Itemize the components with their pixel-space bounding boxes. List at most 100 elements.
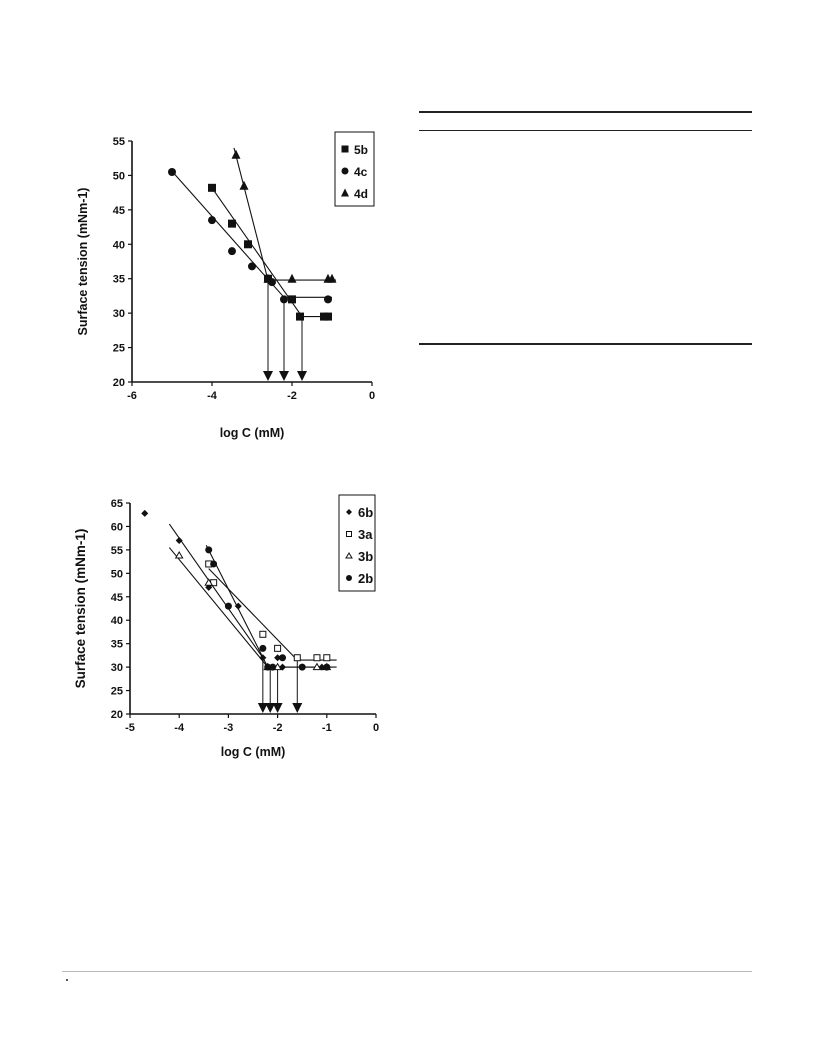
- point-4c: [168, 167, 176, 176]
- table-header-rule: [419, 130, 752, 131]
- y-tick-label: 50: [113, 170, 125, 182]
- cmc-arrow-head: [265, 703, 276, 713]
- x-tick-label: -5: [125, 722, 135, 734]
- point-4c: [324, 295, 332, 304]
- point-2b: [264, 663, 272, 671]
- surface-tension-chart-bottom: 20 25 30 35 40 45 50 55 60 65 -5 -4 -3 -2 -1 0 log C (mM…: [73, 494, 379, 759]
- y-tick-label: 40: [113, 239, 125, 251]
- cmc-arrow-head: [272, 703, 283, 713]
- point-2b: [279, 654, 287, 662]
- point-5b: [208, 183, 216, 192]
- y-tick-label: 55: [111, 545, 123, 557]
- legend-marker-4d: [341, 188, 349, 197]
- cmc-arrow-head: [292, 703, 303, 713]
- legend-label-4c: 4c: [354, 165, 368, 179]
- point-4d: [287, 273, 297, 283]
- table-top-rule: [419, 111, 752, 113]
- point-4c: [228, 247, 236, 256]
- point-2b: [210, 560, 218, 568]
- legend-marker-3a: [346, 531, 352, 537]
- point-3b: [174, 551, 184, 559]
- fit-line-4d: [233, 147, 269, 281]
- legend-marker-2b: [346, 575, 352, 581]
- x-tick-label: 0: [373, 722, 379, 734]
- x-tick-label: -4: [207, 390, 218, 402]
- legend-marker-3b: [345, 552, 353, 559]
- legend-marker-6b: [346, 509, 352, 515]
- cmc-arrow-head: [263, 371, 273, 381]
- point-6b: [141, 509, 149, 517]
- point-4d: [263, 273, 273, 283]
- point-4c: [208, 216, 216, 225]
- y-tick-label: 40: [111, 615, 123, 627]
- x-tick-label: -2: [273, 722, 283, 734]
- y-tick-label: 45: [113, 205, 125, 217]
- y-tick-label: 30: [111, 662, 123, 674]
- y-tick-label: 25: [111, 686, 123, 698]
- y-tick-label: 20: [113, 377, 125, 389]
- point-5b: [228, 219, 236, 228]
- point-4d: [327, 273, 337, 283]
- y-tick-label: 25: [113, 343, 125, 355]
- point-2b: [205, 546, 213, 554]
- point-4d: [239, 180, 249, 190]
- point-2b: [323, 663, 331, 671]
- point-5b: [296, 312, 304, 321]
- point-2b: [224, 602, 232, 610]
- legend-label-3b: 3b: [358, 549, 373, 564]
- legend-box: [334, 131, 375, 207]
- point-4d: [231, 149, 241, 159]
- point-3a: [259, 630, 267, 638]
- legend-label-2b: 2b: [358, 571, 373, 586]
- footer-divider: [62, 971, 752, 972]
- fit-line-3b: [168, 547, 269, 668]
- point-6b: [259, 654, 267, 662]
- point-2b: [269, 663, 277, 671]
- legend-marker-5b: [341, 145, 349, 153]
- point-3b: [204, 578, 214, 586]
- x-axis-label: log C (mM): [221, 745, 286, 759]
- point-4c: [280, 295, 288, 304]
- x-axis-label: log C (mM): [220, 426, 285, 440]
- cmc-arrow-head: [297, 371, 307, 381]
- fit-line-6b: [168, 523, 264, 659]
- y-tick-label: 60: [111, 521, 123, 533]
- point-5b: [288, 295, 296, 304]
- point-3a: [323, 654, 331, 662]
- legend-label-5b: 5b: [354, 143, 368, 157]
- point-6b: [274, 654, 282, 662]
- legend-label-4d: 4d: [354, 187, 368, 201]
- x-tick-label: -1: [322, 722, 332, 734]
- cmc-arrow-head: [257, 703, 268, 713]
- y-tick-label: 45: [111, 592, 123, 604]
- table-bottom-rule: [419, 343, 752, 345]
- legend-label-3a: 3a: [358, 527, 373, 542]
- point-3a: [313, 654, 321, 662]
- surface-tension-chart-top: 20 25 30 35 40 45 50 55 -6 -4 -2 0 log C (mM) Surface…: [76, 131, 375, 440]
- x-tick-label: -2: [287, 390, 297, 402]
- fit-line-5b: [209, 184, 303, 317]
- point-2b: [298, 663, 306, 671]
- y-tick-label: 50: [111, 568, 123, 580]
- legend-box: [338, 494, 376, 592]
- y-tick-label: 65: [111, 498, 123, 510]
- x-tick-label: -6: [127, 390, 137, 402]
- y-axis-label: Surface tension (mNm-1): [73, 529, 88, 689]
- point-3a: [274, 644, 282, 652]
- point-6b: [234, 602, 242, 610]
- y-tick-label: 55: [113, 136, 125, 148]
- point-2b: [259, 644, 267, 652]
- x-tick-label: -4: [174, 722, 185, 734]
- legend-marker-4c: [341, 167, 349, 175]
- point-3b: [312, 662, 322, 671]
- y-tick-label: 35: [111, 639, 123, 651]
- x-tick-label: 0: [369, 390, 375, 402]
- point-5b: [244, 240, 252, 249]
- y-axis-label: Surface tension (mNm-1): [76, 188, 90, 336]
- fit-line-3a: [208, 568, 298, 661]
- y-tick-label: 30: [113, 308, 125, 320]
- y-tick-label: 20: [111, 709, 123, 721]
- footer-mark: [66, 979, 68, 981]
- point-4c: [248, 262, 256, 271]
- point-5b: [324, 312, 332, 321]
